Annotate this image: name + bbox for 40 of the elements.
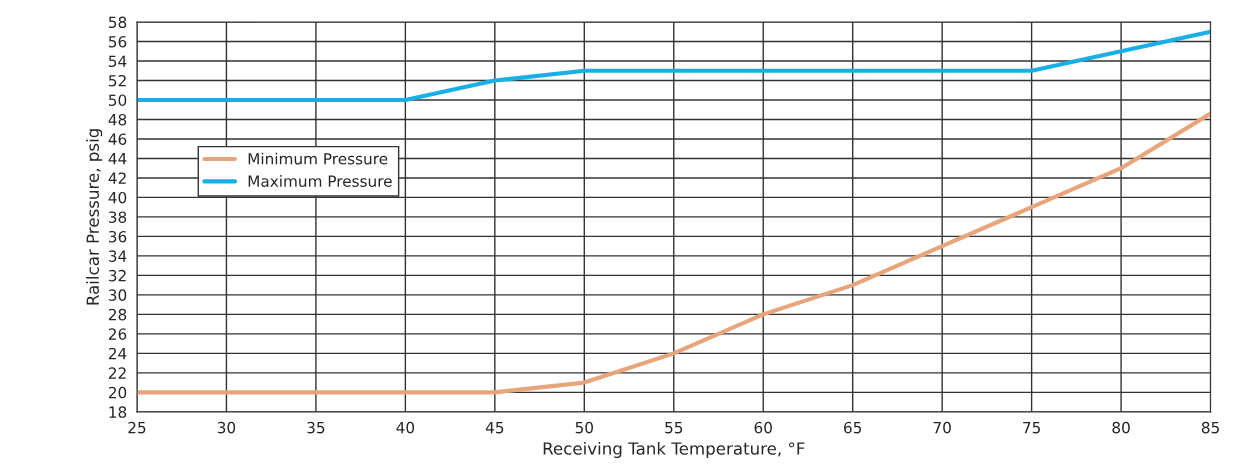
y-axis-title: Railcar Pressure, psig <box>86 129 103 305</box>
x-tick-label: 85 <box>1201 421 1219 434</box>
line-series <box>136 111 1211 395</box>
x-tick-label: 25 <box>128 421 146 434</box>
x-tick-label: 40 <box>396 421 415 434</box>
y-tick-label: 40 <box>108 191 127 204</box>
y-tick-label: 46 <box>108 133 127 145</box>
legend-label: Maximum Pressure <box>248 175 392 187</box>
y-tick-label: 50 <box>108 94 127 106</box>
y-tick-label: 26 <box>108 328 127 340</box>
y-tick-label: 54 <box>108 55 127 67</box>
y-tick-label: 22 <box>108 367 126 379</box>
y-tick-label: 38 <box>108 211 127 223</box>
y-tick-label: 24 <box>108 347 127 360</box>
y-tick-label: 58 <box>108 16 127 29</box>
x-tick-label: 60 <box>754 421 772 434</box>
y-tick-label: 56 <box>108 35 127 48</box>
y-tick-label: 30 <box>108 289 127 301</box>
y-tick-label: 42 <box>108 172 126 184</box>
x-tick-label: 75 <box>1023 422 1041 434</box>
x-tick-label: 30 <box>217 421 236 434</box>
legend-label: Minimum Pressure <box>248 152 388 165</box>
x-tick-label: 35 <box>307 421 325 434</box>
y-tick-label: 44 <box>108 153 127 165</box>
y-tick-label: 32 <box>108 269 126 282</box>
y-tick-label: 18 <box>109 406 127 418</box>
x-tick-label: 45 <box>485 422 504 434</box>
y-tick-label: 34 <box>108 250 127 262</box>
y-tick-label: 52 <box>108 74 126 87</box>
y-tick-label: 48 <box>108 113 127 126</box>
x-tick-label: 55 <box>665 422 683 434</box>
x-axis-title: Receiving Tank Temperature, °F <box>543 441 805 459</box>
x-tick-label: 65 <box>844 421 862 434</box>
y-tick-label: 28 <box>108 308 127 321</box>
y-tick-label: 20 <box>108 386 127 399</box>
y-tick-label: 36 <box>108 230 127 243</box>
x-tick-label: 70 <box>933 421 951 434</box>
x-tick-label: 50 <box>575 421 593 434</box>
line-series <box>136 29 1211 103</box>
x-tick-label: 80 <box>1112 421 1130 434</box>
